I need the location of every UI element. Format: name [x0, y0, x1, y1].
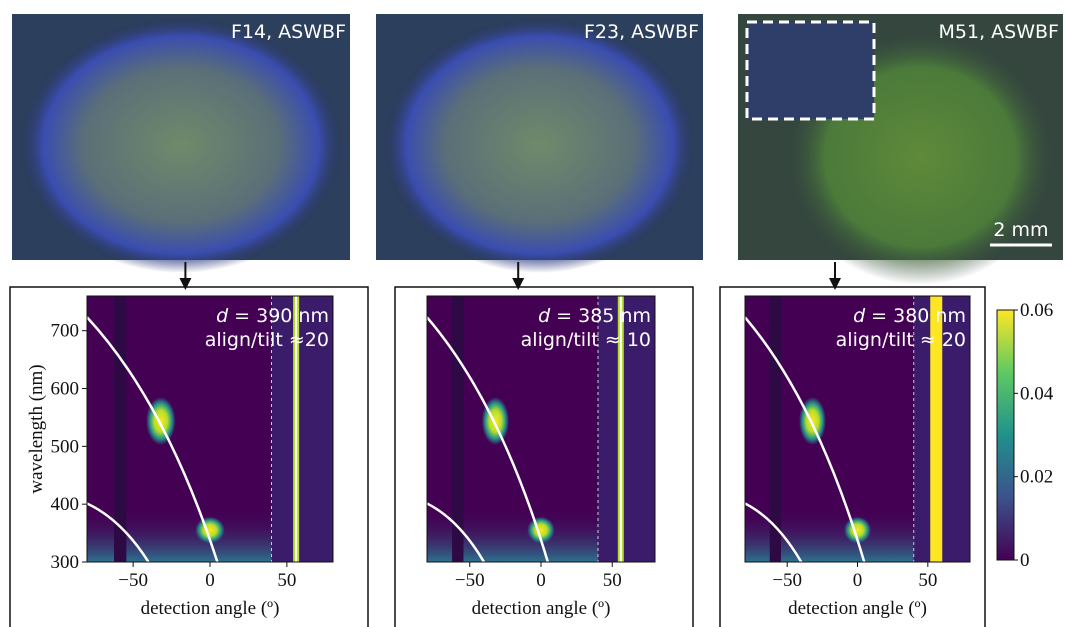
y-tick-label: 300 [51, 552, 80, 573]
d-text: = 390 nm [234, 305, 329, 327]
y-tick-label: 600 [51, 379, 80, 400]
photo-label: M51, ASWBF [939, 21, 1059, 43]
curve [87, 316, 219, 562]
d-symbol: d [216, 305, 229, 327]
tissue [18, 17, 344, 273]
bright-line [930, 296, 943, 562]
arrow-head [829, 278, 841, 290]
x-axis-label: detection angle (º) [472, 598, 611, 619]
curve [745, 316, 866, 562]
d-annotation: d = 385 nm [538, 305, 651, 327]
scale-bar-label: 2 mm [993, 219, 1048, 241]
panel-box [9, 286, 369, 627]
curve [427, 502, 486, 562]
x-tick-label: −50 [455, 570, 485, 591]
x-tick-label: 50 [603, 570, 622, 591]
dark-band [769, 296, 781, 562]
y-tick-label: 500 [51, 436, 80, 457]
x-tick-label: −50 [118, 570, 148, 591]
x-axis-label: detection angle (º) [788, 598, 927, 619]
y-tick-label: 700 [51, 321, 80, 342]
d-text: = 380 nm [871, 305, 966, 327]
arrow-head [179, 278, 192, 290]
heatmap [745, 296, 970, 562]
colorbar-tick-label: 0 [1020, 550, 1030, 571]
blob [844, 516, 871, 544]
y-axis-label: wavelength (nm) [26, 364, 47, 493]
d-annotation: d = 390 nm [216, 305, 329, 327]
inset-box [745, 20, 876, 121]
colorbar [996, 309, 1015, 561]
d-symbol: d [538, 305, 551, 327]
colorbar-tick-label: 0.04 [1020, 383, 1054, 404]
colorbar-tick-label: 0.02 [1020, 467, 1053, 488]
y-tick-label: 400 [51, 494, 80, 515]
right-region [598, 296, 655, 562]
tilt-annotation: align/tilt ≈20 [205, 329, 329, 351]
tissue [382, 17, 697, 273]
arrow-head [512, 278, 525, 290]
photo-label: F23, ASWBF [584, 21, 699, 43]
panel-box [394, 286, 694, 627]
x-axis-label: detection angle (º) [141, 598, 280, 619]
photo-label: F14, ASWBF [231, 21, 346, 43]
d-text: = 385 nm [556, 305, 651, 327]
right-region [271, 296, 333, 562]
curve [427, 316, 550, 562]
d-symbol: d [853, 305, 866, 327]
heatmap [87, 296, 333, 562]
heatmap [427, 296, 655, 562]
d-annotation: d = 380 nm [853, 305, 966, 327]
blob [195, 516, 225, 544]
tilt-annotation: align/tilt ≈ 10 [521, 329, 651, 351]
x-tick-label: 50 [918, 570, 937, 591]
tilt-annotation: align/tilt ≈ 20 [836, 329, 966, 351]
curve [87, 502, 150, 562]
curve [745, 502, 803, 562]
blob [527, 516, 555, 544]
x-tick-label: −50 [772, 570, 802, 591]
colorbar-tick-label: 0.06 [1020, 300, 1053, 321]
panel-box [719, 286, 986, 627]
x-tick-label: 0 [205, 570, 215, 591]
x-tick-label: 0 [853, 570, 863, 591]
x-tick-label: 50 [277, 570, 296, 591]
dark-band [452, 296, 464, 562]
x-tick-label: 0 [536, 570, 546, 591]
